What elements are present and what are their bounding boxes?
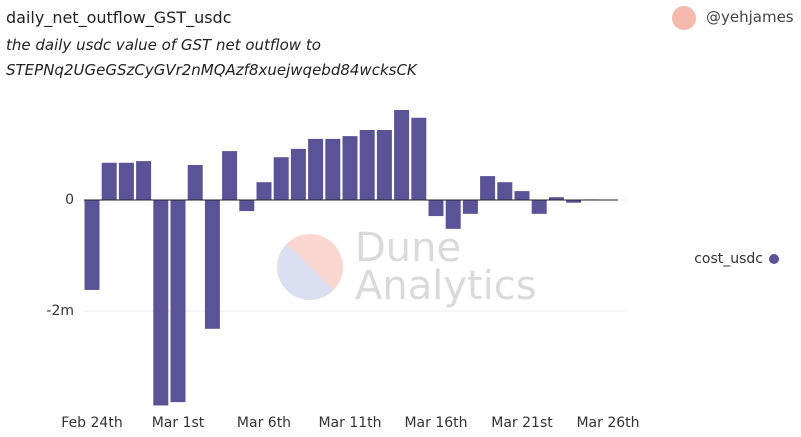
avatar — [672, 6, 696, 30]
bar — [308, 138, 324, 200]
x-tick-label: Mar 11th — [318, 415, 381, 431]
bar — [531, 199, 547, 214]
bar — [376, 129, 392, 200]
bar — [548, 197, 564, 200]
y-tick-label: -2m — [46, 303, 74, 319]
bar — [222, 151, 238, 200]
bar — [566, 199, 582, 203]
x-tick-label: Mar 21st — [491, 415, 553, 431]
chart-title: daily_net_outflow_GST_usdc — [6, 8, 232, 27]
subtitle: the daily usdc value of GST net outflow … — [6, 36, 321, 54]
bar — [428, 199, 444, 217]
bar — [290, 148, 306, 200]
bar — [480, 176, 496, 200]
bar — [497, 182, 513, 200]
watermark-text: Dune — [355, 225, 461, 271]
bar — [394, 109, 410, 200]
bar — [342, 136, 358, 200]
bar — [445, 199, 461, 229]
x-tick-label: Mar 6th — [237, 415, 291, 431]
bar — [256, 182, 272, 200]
bar — [462, 199, 478, 214]
bar — [514, 191, 530, 200]
bar — [101, 162, 117, 200]
bar — [118, 162, 134, 200]
legend-marker — [769, 254, 779, 264]
bar — [153, 199, 169, 406]
x-tick-label: Mar 26th — [576, 415, 639, 431]
bar — [170, 199, 186, 403]
bar — [204, 199, 220, 329]
x-tick-label: Mar 1st — [152, 415, 205, 431]
author[interactable]: @yehjames — [706, 8, 794, 26]
y-tick-label: 0 — [65, 192, 74, 208]
bar — [187, 164, 203, 200]
bar — [239, 199, 255, 212]
legend-label: cost_usdc — [694, 251, 763, 267]
watermark: Dune Analytics — [277, 225, 537, 309]
x-tick-label: Mar 16th — [404, 415, 467, 431]
watermark-text: Analytics — [355, 263, 537, 309]
bar — [84, 199, 100, 290]
bar — [136, 161, 152, 200]
x-tick-label: Feb 24th — [61, 415, 122, 431]
bar — [411, 117, 427, 200]
bar — [325, 138, 341, 200]
bar — [273, 157, 289, 200]
watermark-logo — [277, 234, 343, 300]
bar — [359, 129, 375, 200]
subtitle: STEPNq2UGeGSzCyGVr2nMQAzf8xuejwqebd84wck… — [6, 61, 417, 79]
